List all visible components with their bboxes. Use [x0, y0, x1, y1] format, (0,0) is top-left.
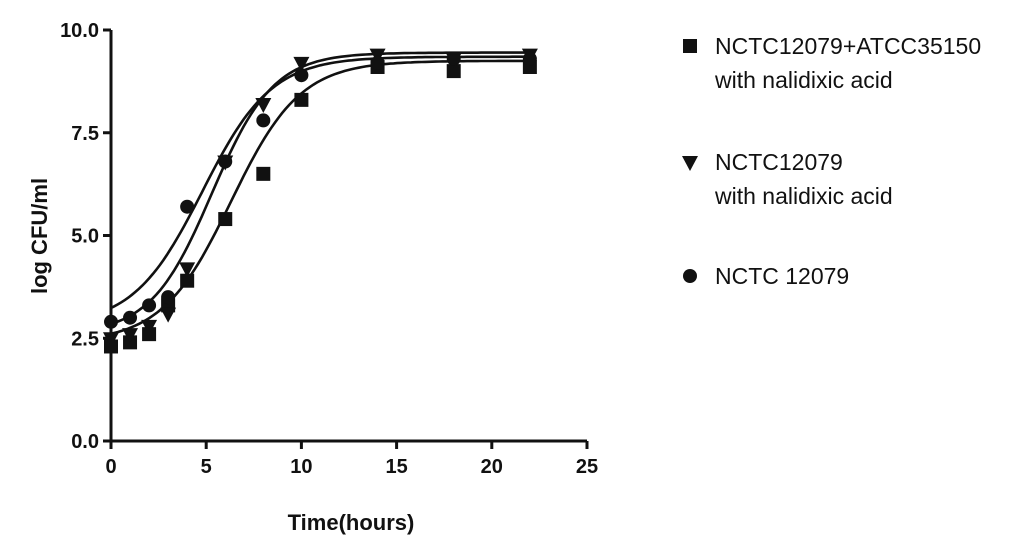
data-point: [179, 262, 196, 278]
x-tick-label: 0: [105, 456, 116, 478]
fitted-curve: [110, 59, 530, 336]
x-axis-title: Time(hours): [288, 510, 415, 535]
data-point: [180, 273, 195, 288]
legend-marker: [683, 39, 697, 53]
data-point: [141, 319, 158, 335]
x-tick-label: 15: [385, 456, 407, 478]
fitted-curve: [110, 51, 530, 326]
plot-area: [103, 48, 538, 354]
y-axis: 0.0 2.5 5.0 7.5 10.0: [60, 20, 113, 453]
data-point: [256, 113, 271, 128]
data-point: [180, 199, 195, 214]
legend-entry: NCTC 12079: [683, 263, 849, 289]
data-point: [161, 290, 176, 305]
legend-label: NCTC 12079: [715, 263, 849, 289]
data-point: [142, 298, 157, 313]
data-point: [123, 310, 138, 325]
y-axis-title: log CFU/ml: [27, 178, 52, 294]
data-point: [218, 154, 233, 169]
data-point: [218, 212, 233, 227]
data-point: [160, 307, 177, 323]
y-tick-label: 0.0: [71, 431, 99, 453]
y-tick-label: 2.5: [71, 328, 99, 350]
x-tick-label: 25: [576, 456, 598, 478]
legend-label: NCTC12079+ATCC35150: [715, 33, 981, 59]
x-tick-label: 20: [481, 456, 503, 478]
legend-entry: NCTC12079 with nalidixic acid: [682, 149, 893, 209]
legend-marker: [682, 156, 698, 171]
y-tick-label: 10.0: [60, 20, 99, 42]
data-point: [370, 55, 385, 70]
y-tick-label: 5.0: [71, 226, 99, 248]
data-point: [294, 68, 309, 83]
data-point: [522, 51, 537, 66]
data-point: [446, 64, 461, 79]
data-point: [122, 328, 139, 344]
legend-label: NCTC12079: [715, 149, 843, 175]
data-point: [294, 92, 309, 107]
series-circle: [104, 51, 537, 329]
data-point: [256, 166, 271, 181]
x-tick-label: 5: [201, 456, 212, 478]
y-tick-label: 7.5: [71, 123, 99, 145]
legend-label: with nalidixic acid: [714, 183, 893, 209]
legend-entry: NCTC12079+ATCC35150 with nalidixic acid: [683, 33, 981, 93]
x-tick-label: 10: [290, 456, 312, 478]
legend-marker: [683, 269, 697, 283]
data-point: [446, 51, 461, 66]
x-axis: 0 5 10 15 20 25: [105, 439, 598, 478]
legend-label: with nalidixic acid: [714, 67, 893, 93]
data-point: [293, 56, 310, 72]
